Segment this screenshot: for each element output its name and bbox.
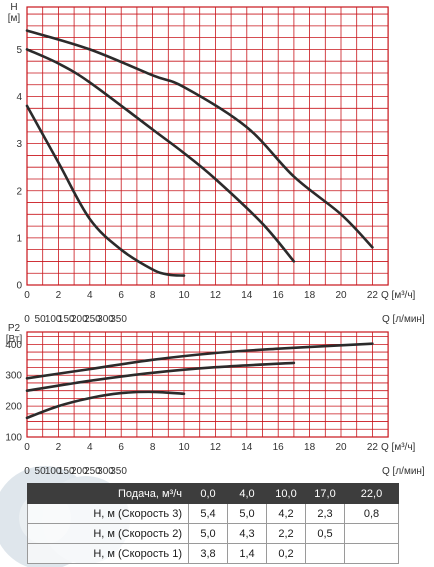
power-chart-x-tick-label: 2 xyxy=(56,442,62,453)
head-chart-x-tick-label: 2 xyxy=(56,290,62,301)
table-cell: 2,2 xyxy=(266,523,306,544)
table-cell: 4,3 xyxy=(227,523,267,544)
table-cell: 0,8 xyxy=(344,503,399,524)
head-chart-curve-speed-1 xyxy=(25,104,186,277)
flow-axis-tick-label: 200 xyxy=(71,314,88,325)
head-chart-x-tick-label: 8 xyxy=(150,290,156,301)
flow-axis-tick-label: 350 xyxy=(110,466,127,477)
head-chart-x-tick-label: 16 xyxy=(273,290,285,301)
head-chart-x-tick-label: 4 xyxy=(87,290,93,301)
power-chart-curve-speed-2 xyxy=(25,361,296,392)
power-chart-plot-frame xyxy=(26,331,389,438)
table-cell xyxy=(344,543,399,564)
performance-table: Подача, м³/ч 0,0 4,0 10,0 17,0 22,0 Н, м… xyxy=(27,483,399,564)
head-chart-y-tick-label: 2 xyxy=(16,186,22,197)
power-chart-y-axis-title: P2 xyxy=(8,323,21,334)
head-chart-y-axis-unit: [м] xyxy=(8,13,21,24)
table-cell: 1,4 xyxy=(227,543,267,564)
table-header-cell: 17,0 xyxy=(305,483,345,504)
flow-axis-tick-label: 350 xyxy=(110,314,127,325)
head-chart-x-tick-label: 20 xyxy=(335,290,347,301)
flow-axis-tick-label: 50 xyxy=(35,466,47,477)
head-chart-x-tick-label: 6 xyxy=(118,290,124,301)
table-cell: 2,3 xyxy=(305,503,345,524)
flow-axis-tick-label: 0 xyxy=(24,314,30,325)
table-header-label: Подача, м³/ч xyxy=(27,483,189,504)
head-chart-y-tick-label: 0 xyxy=(16,281,22,292)
table-cell: 0,5 xyxy=(305,523,345,544)
table-header-cell: 0,0 xyxy=(188,483,228,504)
table-row-label: Н, м (Скорость 3) xyxy=(27,503,189,524)
flow-axis-tick-label: 150 xyxy=(58,466,75,477)
head-chart-curve-speed-3 xyxy=(25,29,374,249)
power-chart-x-tick-label: 20 xyxy=(335,442,347,453)
table-cell: 0,2 xyxy=(266,543,306,564)
head-chart-x-axis-title: Q [м³/ч] xyxy=(381,290,416,301)
power-chart-x-tick-label: 0 xyxy=(24,442,30,453)
head-chart-y-axis-title: H xyxy=(10,2,17,13)
flow-axis-tick-label: 250 xyxy=(84,466,101,477)
power-chart-curve-speed-1 xyxy=(25,390,186,420)
table-cell xyxy=(344,523,399,544)
head-chart-y-tick-label: 1 xyxy=(16,233,22,244)
table-header-cell: 22,0 xyxy=(344,483,399,504)
head-chart-curve-speed-2 xyxy=(25,48,296,263)
power-chart-x-tick-label: 16 xyxy=(273,442,285,453)
power-chart-x-tick-label: 22 xyxy=(367,442,379,453)
power-chart-y-tick-label: 100 xyxy=(5,433,22,444)
power-chart-x-tick-label: 12 xyxy=(210,442,222,453)
power-chart-y-tick-label: 200 xyxy=(5,402,22,413)
head-chart-plot-frame xyxy=(26,6,389,286)
power-chart-x-tick-label: 4 xyxy=(87,442,93,453)
head-chart-x-tick-label: 14 xyxy=(241,290,253,301)
power-chart-x-tick-label: 10 xyxy=(178,442,190,453)
head-chart-x-tick-label: 18 xyxy=(304,290,316,301)
table-cell xyxy=(305,543,345,564)
flow-axis-tick-label: 300 xyxy=(97,314,114,325)
table-cell: 5,0 xyxy=(227,503,267,524)
power-chart-curve-speed-3 xyxy=(25,342,374,380)
head-chart-y-tick-label: 3 xyxy=(16,139,22,150)
flow-axis-tick-label: 200 xyxy=(71,466,88,477)
table-row-label: Н, м (Скорость 1) xyxy=(27,543,189,564)
head-chart-x-tick-label: 22 xyxy=(367,290,379,301)
flow-axis-tick-label: 100 xyxy=(45,314,62,325)
flow-axis-title: Q [л/мин] xyxy=(382,314,425,325)
power-chart-x-axis-title: Q [м³/ч] xyxy=(381,442,416,453)
table-header-cell: 4,0 xyxy=(227,483,267,504)
table-header-row: Подача, м³/ч 0,0 4,0 10,0 17,0 22,0 xyxy=(27,483,399,504)
head-chart-y-tick-label: 4 xyxy=(16,92,22,103)
table-cell: 5,0 xyxy=(188,523,228,544)
power-chart-x-tick-label: 18 xyxy=(304,442,316,453)
flow-axis-tick-label: 250 xyxy=(84,314,101,325)
table-row: Н, м (Скорость 2) 5,0 4,3 2,2 0,5 xyxy=(27,523,399,544)
table-header-cell: 10,0 xyxy=(266,483,306,504)
table-row-label: Н, м (Скорость 2) xyxy=(27,523,189,544)
head-chart-x-tick-label: 12 xyxy=(210,290,222,301)
head-chart-y-tick-label: 5 xyxy=(16,45,22,56)
power-chart-y-axis-unit: [Вт] xyxy=(6,334,23,345)
flow-axis-tick-label: 300 xyxy=(97,466,114,477)
power-chart-x-tick-label: 6 xyxy=(118,442,124,453)
head-chart-x-tick-label: 10 xyxy=(178,290,190,301)
table-row: Н, м (Скорость 1) 3,8 1,4 0,2 xyxy=(27,543,399,564)
power-chart-y-tick-label: 400 xyxy=(5,340,22,351)
table-row: Н, м (Скорость 3) 5,4 5,0 4,2 2,3 0,8 xyxy=(27,503,399,524)
flow-axis-tick-label: 100 xyxy=(45,466,62,477)
table-cell: 5,4 xyxy=(188,503,228,524)
head-chart-x-tick-label: 0 xyxy=(24,290,30,301)
flow-axis-title: Q [л/мин] xyxy=(382,466,425,477)
flow-axis-tick-label: 0 xyxy=(24,466,30,477)
flow-axis-tick-label: 50 xyxy=(35,314,47,325)
flow-axis-tick-label: 150 xyxy=(58,314,75,325)
power-chart-y-tick-label: 300 xyxy=(5,371,22,382)
power-chart-x-tick-label: 14 xyxy=(241,442,253,453)
table-cell: 3,8 xyxy=(188,543,228,564)
power-chart-x-tick-label: 8 xyxy=(150,442,156,453)
table-cell: 4,2 xyxy=(266,503,306,524)
